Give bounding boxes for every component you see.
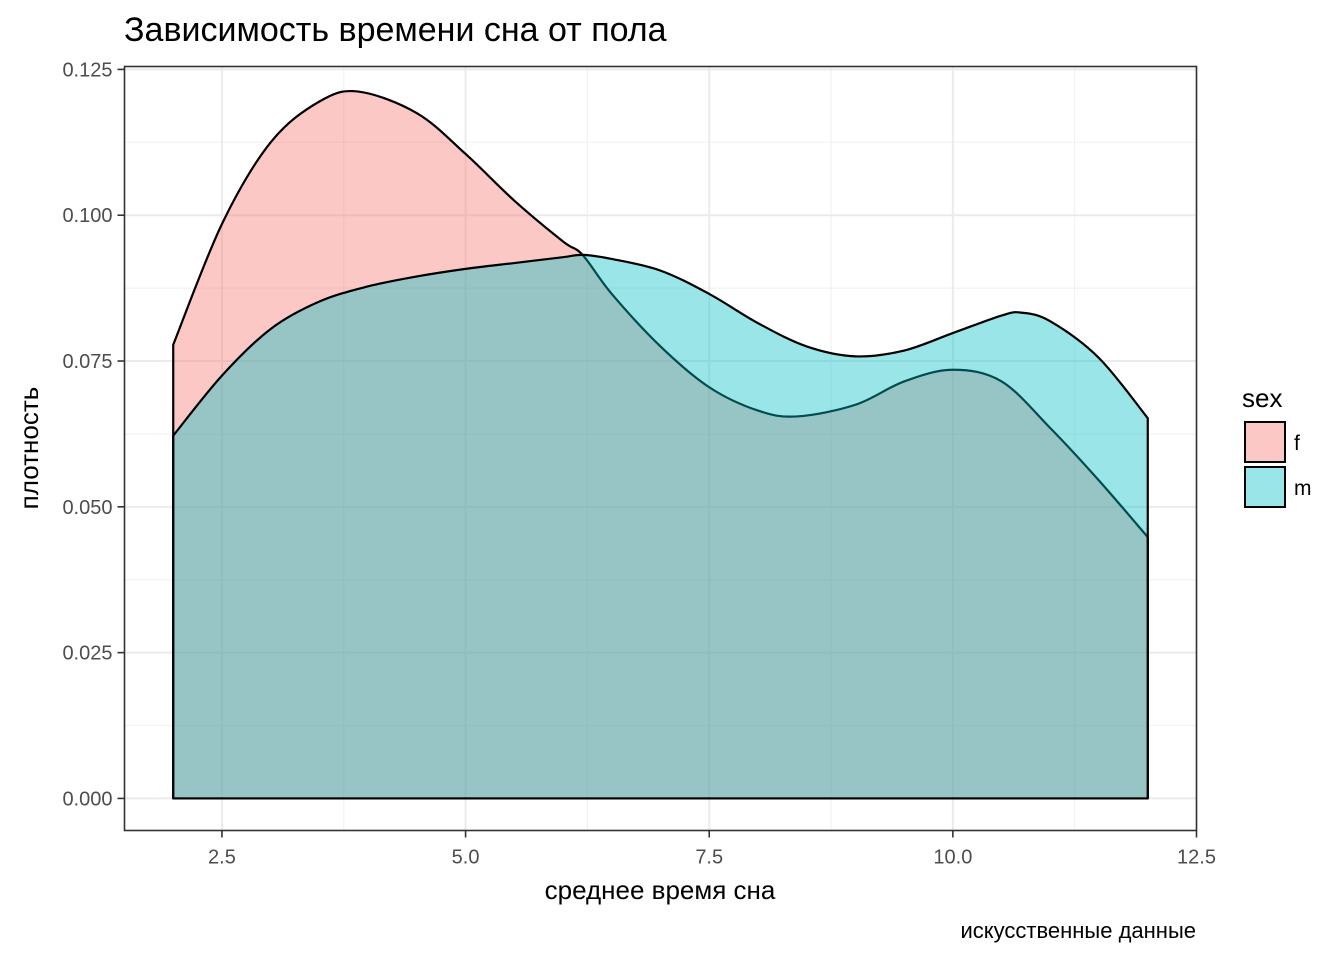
density-area-m: [172, 253, 1149, 800]
y-tick-label: 0.100: [62, 205, 112, 227]
y-tick-label: 0.075: [62, 351, 112, 373]
y-tick-label: 0.125: [62, 59, 112, 81]
y-tick-label: 0.050: [62, 497, 112, 519]
x-axis-title: среднее время сна: [545, 875, 776, 905]
x-tick-label: 10.0: [933, 847, 972, 869]
density-area-f: [172, 89, 1149, 800]
x-axis: 2.5 5.0 7.5 10.0 12.5: [208, 830, 1216, 869]
legend-key-bg: [1244, 466, 1286, 508]
x-tick-label: 5.0: [452, 847, 480, 869]
x-tick-label: 2.5: [208, 847, 236, 869]
grid-minor: [124, 66, 1197, 831]
legend-label-f: f: [1294, 432, 1300, 455]
chart-title: Зависимость времени сна от пола: [124, 11, 667, 49]
x-tick-label: 12.5: [1177, 847, 1216, 869]
y-tick-label: 0.025: [62, 643, 112, 665]
x-tick-label: 7.5: [695, 847, 723, 869]
plot-panel-border: [123, 65, 1198, 832]
legend-key-bg: [1244, 421, 1286, 463]
plot-panel-background: [124, 66, 1197, 831]
legend-key-f: [1244, 421, 1286, 463]
density-areas: [172, 89, 1149, 800]
legend-key-m: [1244, 466, 1286, 508]
y-axis-title: плотность: [14, 387, 44, 510]
legend-label-m: m: [1294, 477, 1312, 500]
y-tick-label: 0.000: [62, 788, 112, 810]
chart-caption: искусственные данные: [960, 918, 1196, 943]
legend: sex fm: [1242, 383, 1312, 508]
legend-title: sex: [1242, 383, 1282, 413]
y-axis: 0.000 0.025 0.050 0.075 0.100 0.125: [62, 59, 125, 810]
